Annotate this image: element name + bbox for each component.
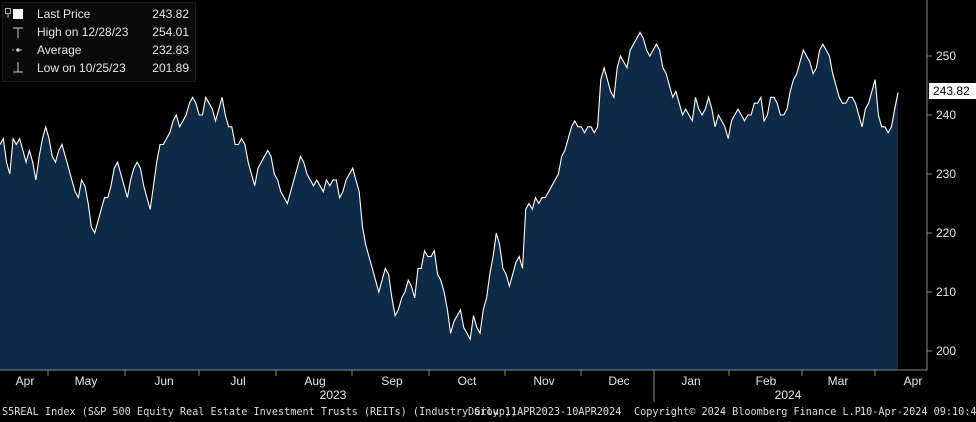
footer: S5REAL Index (S&P 500 Equity Real Estate… xyxy=(0,404,976,422)
footer-timestamp: 10-Apr-2024 09:10:45 xyxy=(860,407,976,418)
x-month-label: May xyxy=(75,374,98,388)
x-month-label: Oct xyxy=(458,374,477,388)
square-marker-icon xyxy=(13,9,23,19)
y-tick-label: 200 xyxy=(936,344,956,358)
x-year-label: 2024 xyxy=(775,388,802,402)
legend-last-price: Last Price 243.82 xyxy=(3,7,193,21)
legend-last-price-value: 243.82 xyxy=(152,7,189,21)
x-axis: Apr May Jun Jul Aug Sep Oct Nov Dec Jan Feb Mar Apr 2… xyxy=(0,369,927,402)
legend-low-value: 201.89 xyxy=(152,61,189,75)
last-price-tag: 243.82 xyxy=(929,83,976,99)
legend-average-value: 232.83 xyxy=(152,43,189,57)
x-month-label: Mar xyxy=(828,374,849,388)
footer-title: S5REAL Index (S&P 500 Equity Real Estate… xyxy=(2,407,518,418)
y-tick-label: 230 xyxy=(936,167,956,181)
legend-low: Low on 10/25/23 201.89 xyxy=(3,61,193,75)
x-month-label: Dec xyxy=(608,374,629,388)
x-month-label: Feb xyxy=(756,374,777,388)
legend-low-label: Low on 10/25/23 xyxy=(37,61,126,75)
pin-icon xyxy=(5,8,11,18)
x-month-label: Jan xyxy=(681,374,700,388)
x-month-label: Apr xyxy=(16,374,35,388)
y-tick-label: 220 xyxy=(936,226,956,240)
area-fill xyxy=(0,32,898,371)
legend-high: High on 12/28/23 254.01 xyxy=(3,25,193,39)
x-month-label: Jun xyxy=(154,374,173,388)
legend-panel: Last Price 243.82 High on 12/28/23 254.0… xyxy=(2,2,196,82)
y-axis: 200 210 220 230 240 250 xyxy=(926,0,956,370)
x-month-label: Nov xyxy=(533,374,554,388)
footer-copyright: Copyright© 2024 Bloomberg Finance L.P. xyxy=(634,407,868,418)
x-month-label: Sep xyxy=(381,374,403,388)
legend-last-price-label: Last Price xyxy=(37,7,91,21)
y-tick-label: 210 xyxy=(936,285,956,299)
legend-average-label: Average xyxy=(37,43,82,57)
legend-average: Average 232.83 xyxy=(3,43,193,57)
legend-high-value: 254.01 xyxy=(152,25,189,39)
x-month-label: Jul xyxy=(230,374,245,388)
low-marker-icon xyxy=(13,62,23,73)
y-tick-label: 240 xyxy=(936,108,956,122)
x-month-label: Aug xyxy=(304,374,325,388)
footer-range: Daily 11APR2023-10APR2024 xyxy=(468,407,622,418)
price-line xyxy=(0,31,899,341)
high-marker-icon xyxy=(13,27,23,38)
x-month-label: Apr xyxy=(904,374,923,388)
x-year-label: 2023 xyxy=(320,388,347,402)
average-marker-icon xyxy=(12,48,24,52)
legend-high-label: High on 12/28/23 xyxy=(37,25,129,39)
plot-area xyxy=(0,31,899,371)
y-tick-label: 250 xyxy=(936,49,956,63)
